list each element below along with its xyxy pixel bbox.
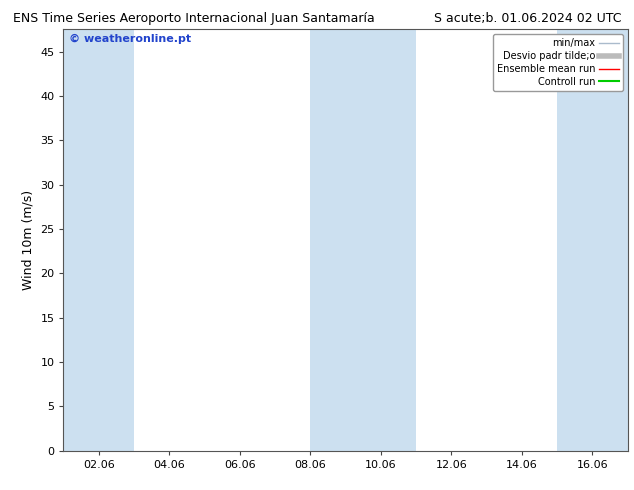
Bar	[310, 29, 416, 451]
Text: © weatheronline.pt: © weatheronline.pt	[69, 34, 191, 44]
Bar	[63, 29, 134, 451]
Text: S acute;b. 01.06.2024 02 UTC: S acute;b. 01.06.2024 02 UTC	[434, 12, 621, 25]
Bar	[557, 29, 628, 451]
Text: ENS Time Series Aeroporto Internacional Juan Santamaría: ENS Time Series Aeroporto Internacional …	[13, 12, 375, 25]
Y-axis label: Wind 10m (m/s): Wind 10m (m/s)	[22, 190, 35, 290]
Legend: min/max, Desvio padr tilde;o, Ensemble mean run, Controll run: min/max, Desvio padr tilde;o, Ensemble m…	[493, 34, 623, 91]
